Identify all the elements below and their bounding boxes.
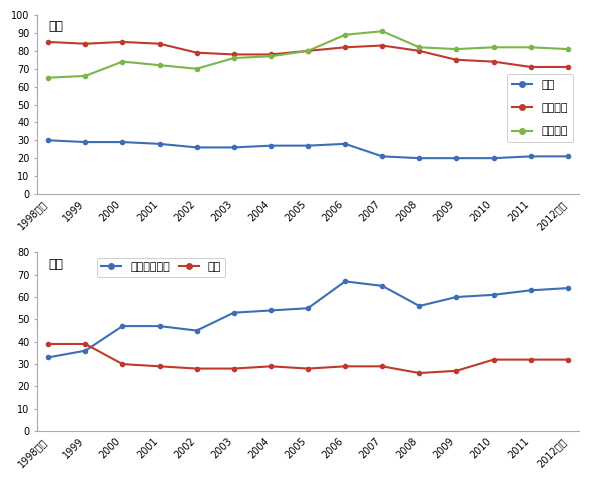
Legend: 賃金, 設備投資, 内部留保: 賃金, 設備投資, 内部留保 [507,74,573,142]
Legend: 長期保有株式, 現金: 長期保有株式, 現金 [97,258,225,277]
Text: 兆円: 兆円 [48,21,63,34]
Text: 兆円: 兆円 [48,258,63,271]
